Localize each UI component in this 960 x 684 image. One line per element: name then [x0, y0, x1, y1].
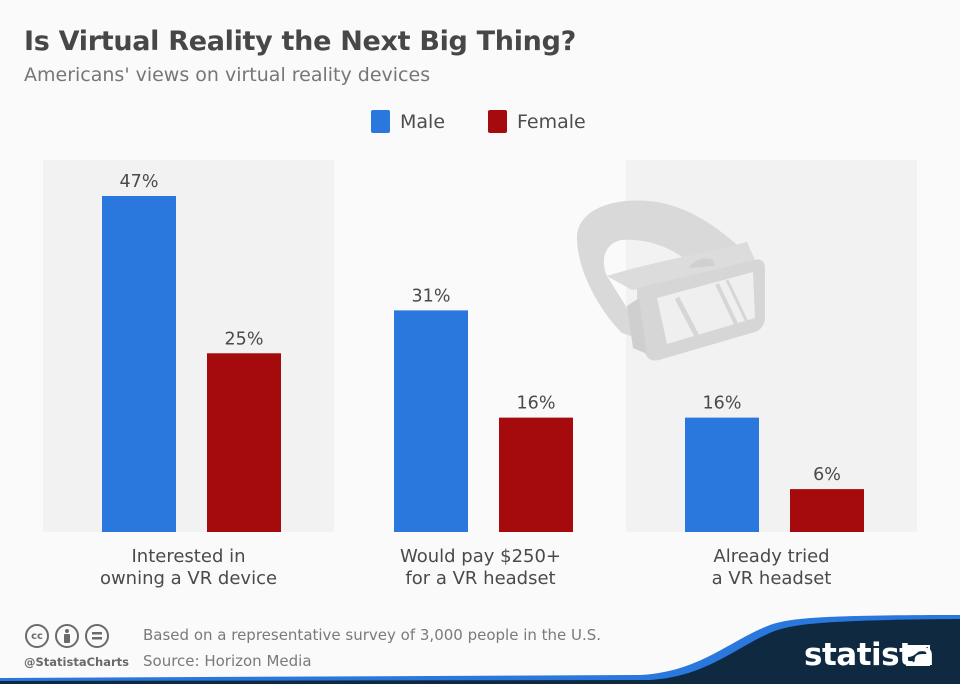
bar-female: [790, 489, 864, 532]
license-icons: cc: [25, 624, 109, 648]
category-label: Would pay $250+: [400, 546, 561, 567]
attribution-icon: [55, 624, 79, 648]
data-label: 47%: [120, 172, 159, 192]
bar-male: [102, 196, 176, 532]
bar-female: [499, 417, 573, 532]
bar-male: [394, 310, 468, 532]
no-derivatives-icon: [85, 624, 109, 648]
category-label: Interested in: [132, 546, 246, 567]
category-label: owning a VR device: [100, 568, 277, 589]
legend: Male Female: [0, 110, 960, 136]
legend-swatch-male: [371, 110, 390, 133]
legend-swatch-female: [488, 110, 507, 133]
bar-female: [207, 353, 281, 532]
legend-item-male: Male: [371, 110, 445, 133]
legend-item-female: Female: [488, 110, 586, 133]
source-text: Source: Horizon Media: [143, 652, 312, 670]
twitter-handle: @StatistaCharts: [24, 655, 129, 669]
chart-subtitle: Americans' views on virtual reality devi…: [24, 64, 431, 86]
legend-label-female: Female: [517, 110, 586, 133]
category-label: for a VR headset: [405, 568, 555, 589]
footnote: Based on a representative survey of 3,00…: [143, 626, 602, 644]
bar-male: [685, 417, 759, 532]
data-label: 16%: [703, 394, 742, 414]
data-label: 6%: [813, 465, 841, 485]
vr-headset-icon: [577, 200, 765, 361]
data-label: 31%: [412, 286, 451, 306]
category-label: a VR headset: [712, 568, 832, 589]
category-label: Already tried: [713, 546, 829, 567]
chart-title: Is Virtual Reality the Next Big Thing?: [24, 26, 576, 57]
data-label: 25%: [225, 329, 264, 349]
cc-icon: cc: [25, 624, 49, 648]
panel-background: [43, 160, 334, 532]
panel-background: [335, 160, 626, 532]
statista-logo: statista: [804, 637, 934, 673]
data-label: 16%: [517, 394, 556, 414]
legend-label-male: Male: [400, 110, 446, 133]
